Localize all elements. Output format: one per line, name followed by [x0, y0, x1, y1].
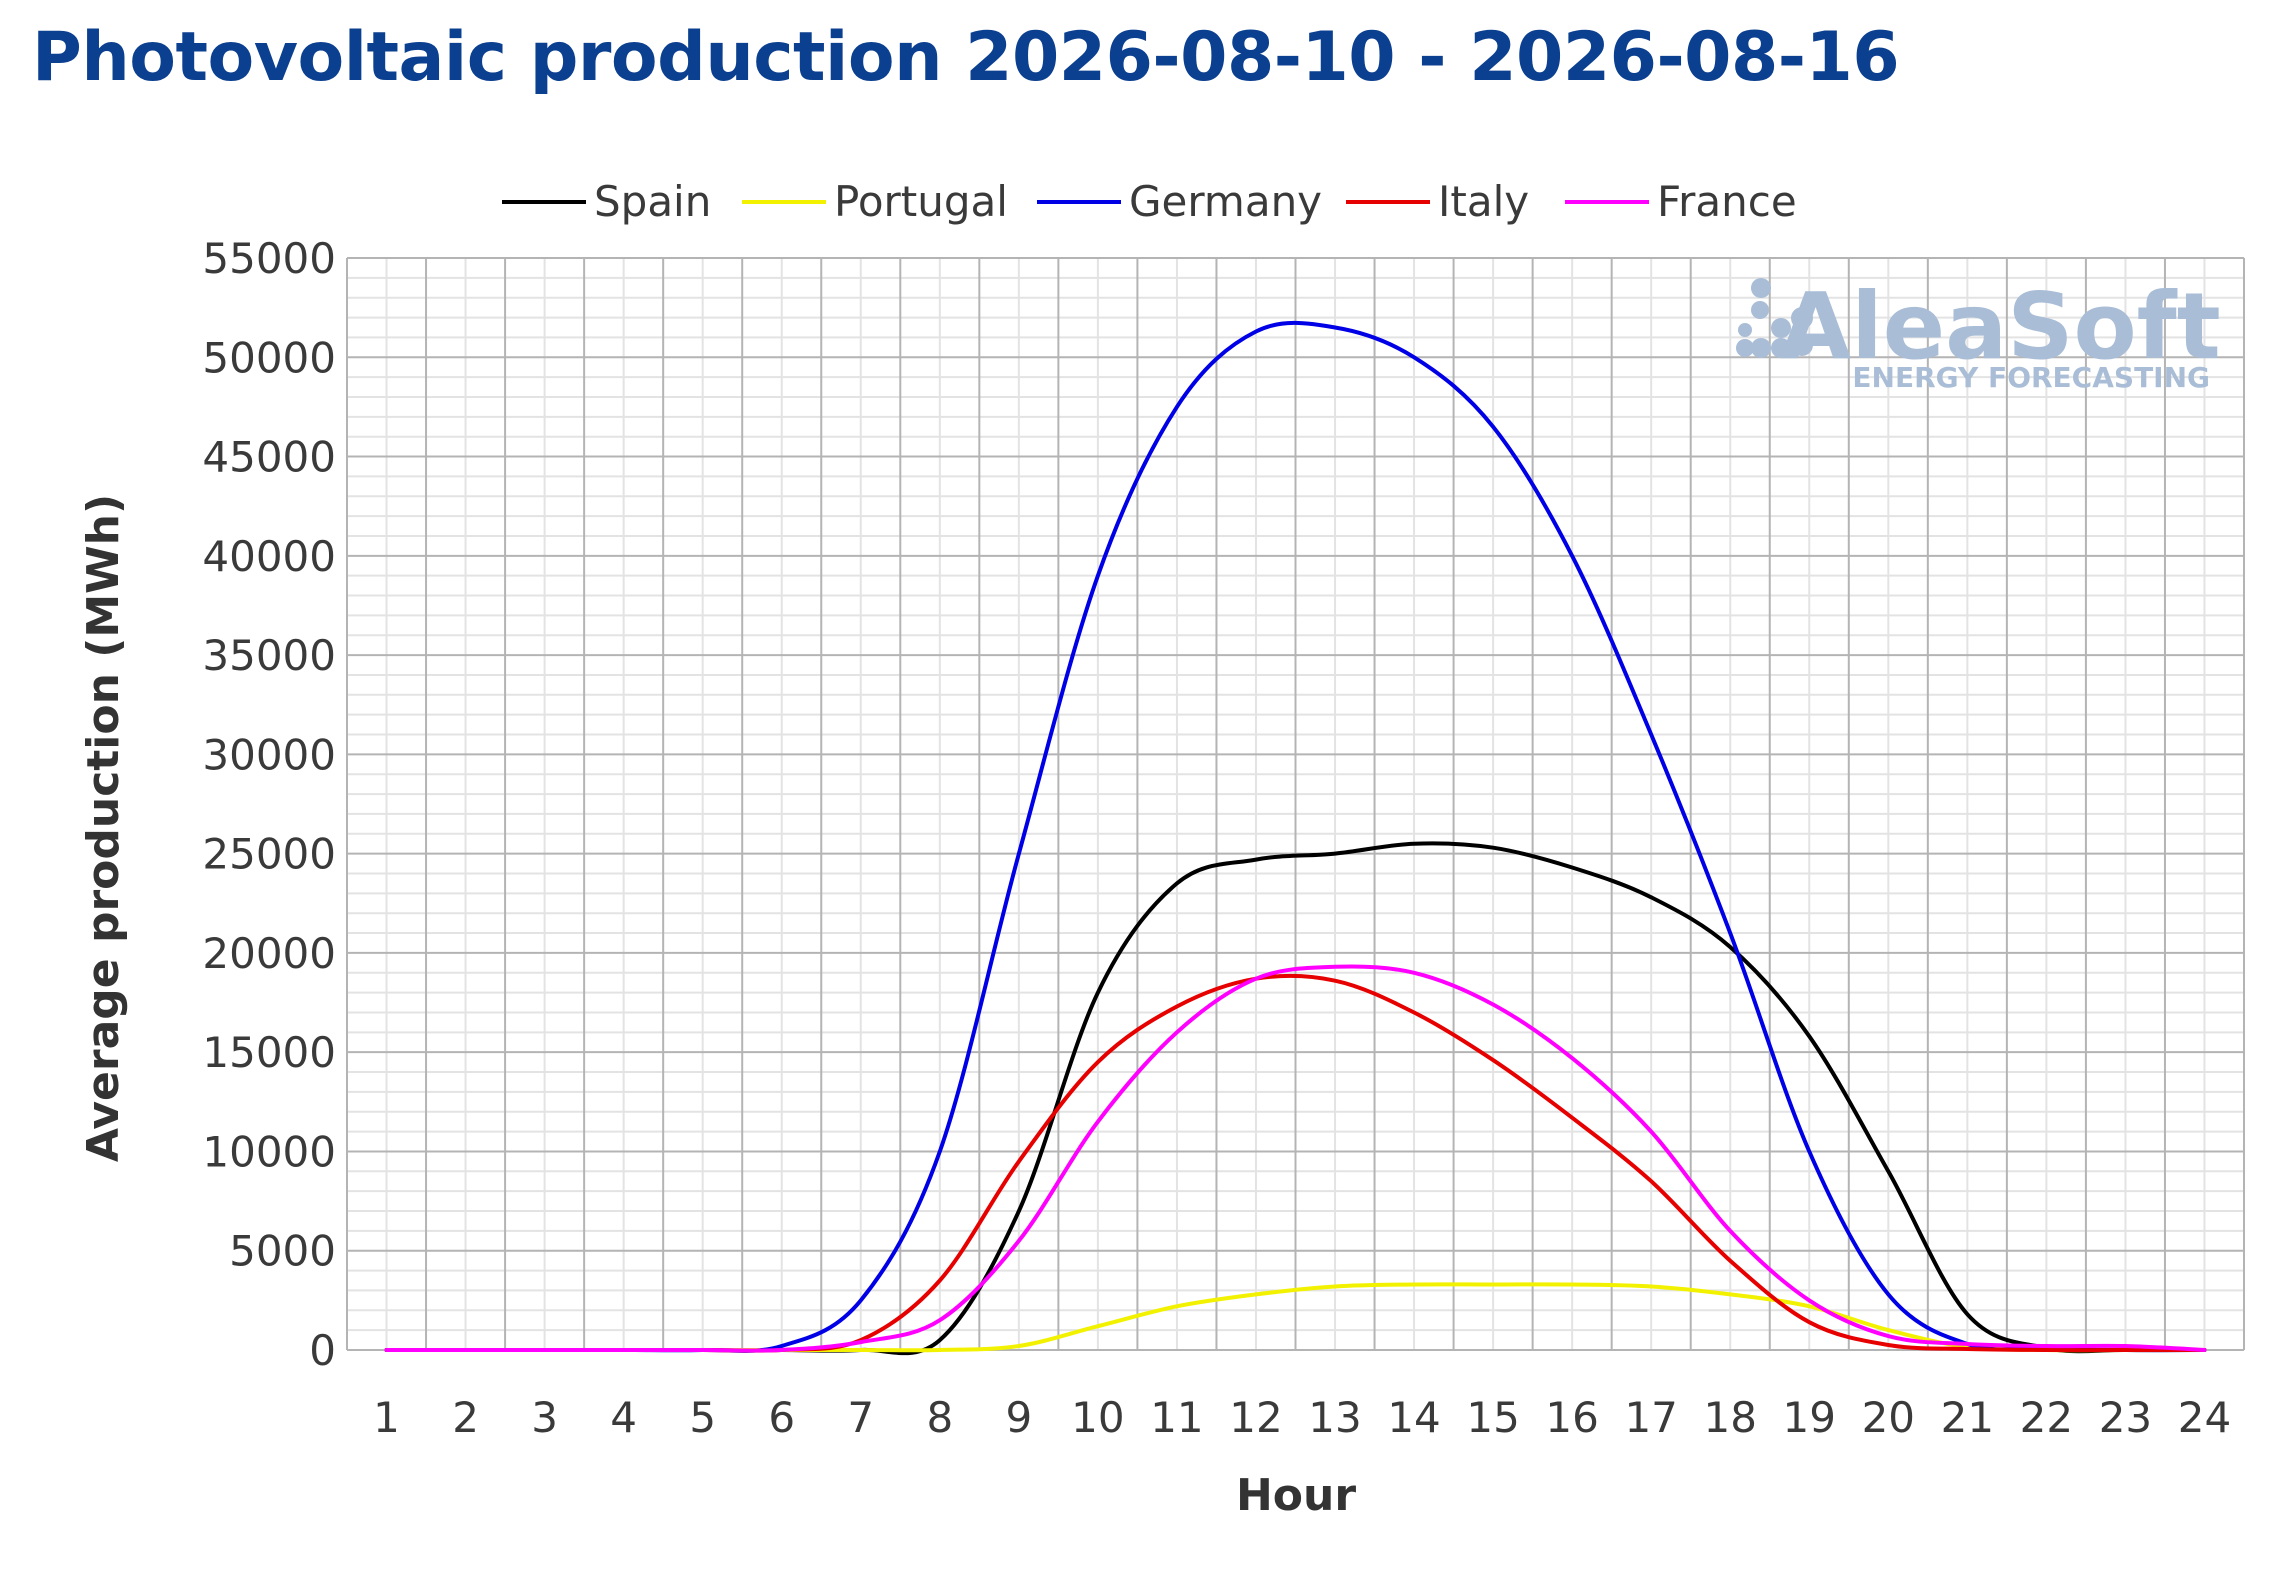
logo-dot — [1771, 318, 1791, 338]
legend-label-germany: Germany — [1129, 177, 1322, 226]
x-tick-label: 16 — [1545, 1393, 1598, 1442]
x-axis-ticks: 1 2 3 4 5 6 7 8 9 10 11 12 13 14 15 16 17 18 19 20 21 22 23 24 — [373, 1393, 2231, 1442]
logo-dot — [1751, 338, 1771, 358]
series-lines — [384, 320, 2207, 1356]
x-tick-label: 20 — [1862, 1393, 1915, 1442]
x-tick-label: 2 — [452, 1393, 479, 1442]
x-tick-label: 19 — [1783, 1393, 1836, 1442]
y-axis-label: Average production (MWh) — [78, 494, 129, 1162]
y-tick-label: 0 — [309, 1326, 336, 1375]
series-line-france — [384, 964, 2207, 1353]
legend-label-italy: Italy — [1438, 177, 1529, 226]
x-tick-label: 5 — [689, 1393, 716, 1442]
logo-dot — [1791, 307, 1813, 329]
chart-title: Photovoltaic production 2026-08-10 - 202… — [32, 18, 1900, 97]
y-tick-label: 55000 — [202, 234, 336, 283]
x-tick-label: 1 — [373, 1393, 400, 1442]
y-tick-label: 20000 — [202, 929, 336, 978]
logo-dot — [1751, 301, 1769, 319]
logo-dot — [1791, 334, 1813, 356]
logo-dot — [1738, 323, 1752, 337]
x-tick-label: 17 — [1624, 1393, 1677, 1442]
legend-label-spain: Spain — [594, 177, 711, 226]
y-tick-label: 5000 — [229, 1227, 336, 1276]
legend-label-portugal: Portugal — [834, 177, 1008, 226]
y-axis-ticks: 0 5000 10000 15000 20000 25000 30000 35000 40000… — [202, 234, 336, 1375]
x-tick-label: 3 — [531, 1393, 558, 1442]
x-tick-label: 12 — [1229, 1393, 1282, 1442]
y-tick-label: 45000 — [202, 433, 336, 482]
logo-dot — [1771, 338, 1791, 358]
aleasoft-watermark: AleaSoft ENERGY FORECASTING — [1736, 273, 2221, 394]
major-gridlines — [346, 257, 2245, 1351]
x-tick-label: 18 — [1704, 1393, 1757, 1442]
watermark-tagline: ENERGY FORECASTING — [1852, 361, 2210, 394]
y-tick-label: 40000 — [202, 532, 336, 581]
x-tick-label: 9 — [1005, 1393, 1032, 1442]
x-tick-label: 24 — [2178, 1393, 2231, 1442]
aleasoft-logo-dots-icon — [1736, 278, 1813, 358]
logo-dot — [1751, 278, 1771, 298]
logo-dot — [1736, 339, 1754, 357]
y-tick-label: 25000 — [202, 830, 336, 879]
x-tick-label: 10 — [1071, 1393, 1124, 1442]
y-tick-label: 10000 — [202, 1127, 336, 1176]
x-tick-label: 13 — [1308, 1393, 1361, 1442]
legend-label-france: France — [1657, 177, 1797, 226]
x-tick-label: 21 — [1941, 1393, 1994, 1442]
x-tick-label: 15 — [1466, 1393, 1519, 1442]
watermark-brand: AleaSoft — [1780, 273, 2221, 380]
x-tick-label: 6 — [768, 1393, 795, 1442]
x-tick-label: 7 — [847, 1393, 874, 1442]
y-tick-label: 35000 — [202, 631, 336, 680]
x-tick-label: 8 — [926, 1393, 953, 1442]
y-tick-label: 50000 — [202, 333, 336, 382]
x-tick-label: 4 — [610, 1393, 637, 1442]
x-tick-label: 23 — [2099, 1393, 2152, 1442]
x-tick-label: 22 — [2020, 1393, 2073, 1442]
x-tick-label: 11 — [1150, 1393, 1203, 1442]
y-tick-label: 15000 — [202, 1028, 336, 1077]
x-axis-label: Hour — [1236, 1470, 1356, 1521]
y-tick-label: 30000 — [202, 730, 336, 779]
legend: Spain Portugal Germany Italy France — [502, 177, 1797, 226]
x-tick-label: 14 — [1387, 1393, 1440, 1442]
